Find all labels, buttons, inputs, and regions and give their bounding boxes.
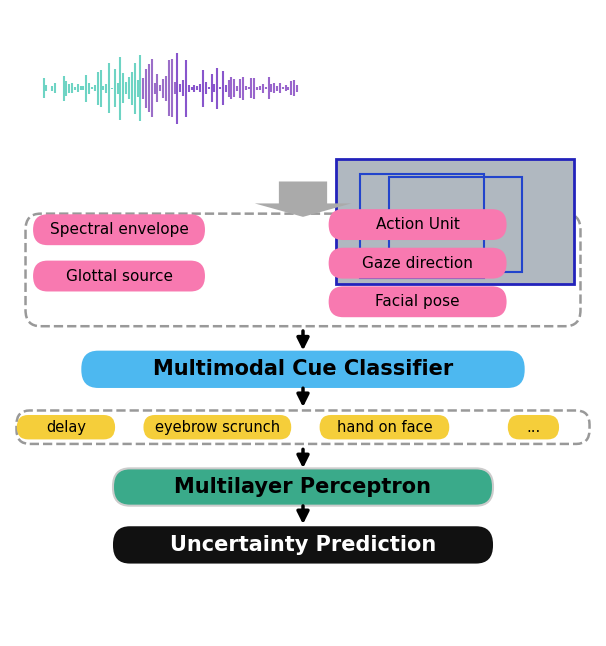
FancyBboxPatch shape: [319, 415, 449, 439]
Text: Glottal source: Glottal source: [65, 269, 173, 284]
Text: Spectral envelope: Spectral envelope: [50, 222, 188, 237]
FancyBboxPatch shape: [113, 526, 493, 563]
Bar: [361, 174, 484, 278]
Text: Uncertainty Prediction: Uncertainty Prediction: [170, 535, 436, 555]
FancyBboxPatch shape: [508, 415, 559, 439]
Polygon shape: [255, 182, 351, 217]
Text: Multilayer Perceptron: Multilayer Perceptron: [175, 477, 431, 497]
Text: Action Unit: Action Unit: [376, 217, 459, 232]
Text: ...: ...: [526, 420, 541, 435]
FancyBboxPatch shape: [25, 214, 581, 326]
FancyBboxPatch shape: [17, 415, 115, 439]
FancyBboxPatch shape: [16, 410, 590, 444]
FancyBboxPatch shape: [33, 260, 205, 291]
FancyBboxPatch shape: [328, 286, 507, 317]
FancyBboxPatch shape: [144, 415, 291, 439]
Text: eyebrow scrunch: eyebrow scrunch: [155, 420, 280, 435]
Bar: [389, 176, 522, 273]
FancyBboxPatch shape: [113, 468, 493, 506]
FancyBboxPatch shape: [81, 351, 525, 388]
Text: hand on face: hand on face: [336, 420, 432, 435]
Text: delay: delay: [46, 420, 86, 435]
Bar: [336, 159, 574, 284]
FancyBboxPatch shape: [328, 209, 507, 240]
FancyBboxPatch shape: [33, 214, 205, 245]
Text: Facial pose: Facial pose: [375, 295, 460, 309]
Text: Multimodal Cue Classifier: Multimodal Cue Classifier: [153, 359, 453, 379]
FancyBboxPatch shape: [328, 248, 507, 278]
Text: Gaze direction: Gaze direction: [362, 256, 473, 271]
